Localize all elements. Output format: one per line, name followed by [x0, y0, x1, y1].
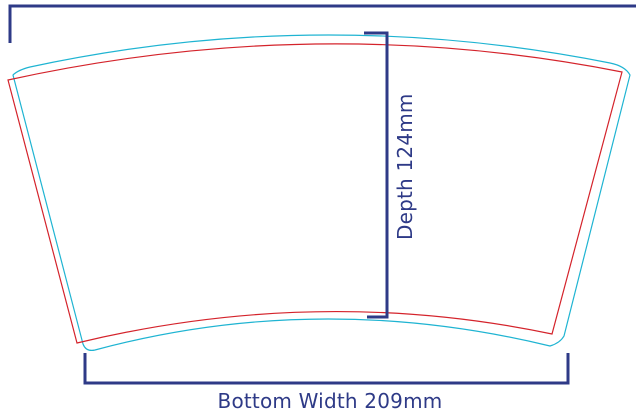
bottom-width-label: Bottom Width 209mm	[218, 389, 443, 413]
trim-outline	[7, 43, 623, 344]
top-width-dimension-bracket	[8, 4, 636, 43]
bleed-outline	[12, 34, 631, 351]
bottom-width-dimension-bracket	[83, 353, 570, 385]
depth-dimension-bracket	[364, 31, 389, 319]
depth-label: Depth 124mm	[393, 93, 417, 240]
